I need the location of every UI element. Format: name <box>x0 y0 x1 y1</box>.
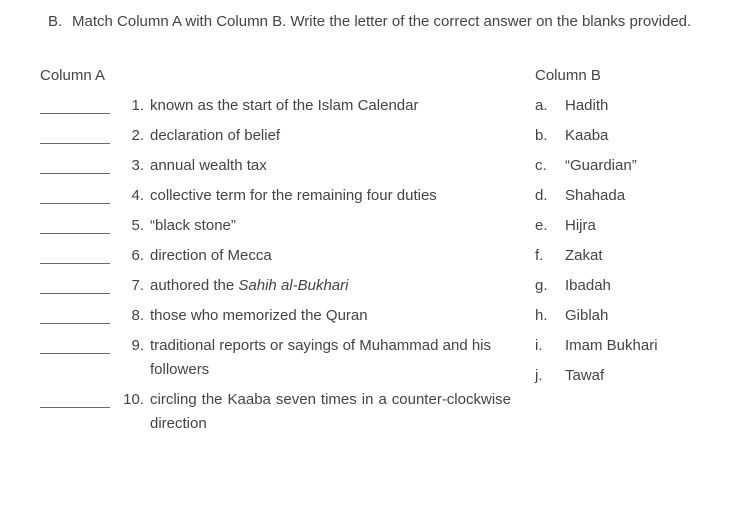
column-a-item: 9.traditional reports or sayings of Muha… <box>40 334 511 382</box>
answer-blank[interactable] <box>40 186 110 204</box>
answer-blank[interactable] <box>40 96 110 114</box>
column-a-item: 1.known as the start of the Islam Calend… <box>40 94 511 118</box>
item-number: 6. <box>122 244 144 268</box>
item-description: collective term for the remaining four d… <box>150 184 511 208</box>
item-description: declaration of belief <box>150 124 511 148</box>
item-term: Hijra <box>565 214 596 238</box>
item-description: those who memorized the Quran <box>150 304 511 328</box>
item-term: Shahada <box>565 184 625 208</box>
item-description: direction of Mecca <box>150 244 511 268</box>
column-a-item: 10. circling the Kaaba seven times in a c… <box>40 388 511 436</box>
column-b-title: Column B <box>535 64 707 88</box>
item-number: 1. <box>122 94 144 118</box>
item-number: 3. <box>122 154 144 178</box>
section-label: B. <box>48 10 72 34</box>
column-b-item: f. Zakat <box>535 244 707 268</box>
item-letter: d. <box>535 184 553 208</box>
column-b-list: a. Hadith b. Kaaba c. “Guardian” d. Shahada e. Hi… <box>535 94 707 388</box>
item-letter: j. <box>535 364 553 388</box>
column-a-title: Column A <box>40 64 511 88</box>
answer-blank[interactable] <box>40 306 110 324</box>
item-number: 5. <box>122 214 144 238</box>
answer-blank[interactable] <box>40 156 110 174</box>
answer-blank[interactable] <box>40 246 110 264</box>
item-term: Zakat <box>565 244 603 268</box>
item-number: 4. <box>122 184 144 208</box>
item-description: known as the start of the Islam Calendar <box>150 94 511 118</box>
item-term: Giblah <box>565 304 608 328</box>
answer-blank[interactable] <box>40 390 110 408</box>
item-description: annual wealth tax <box>150 154 511 178</box>
matching-columns: Column A 1.known as the start of the Isl… <box>40 64 707 442</box>
item-letter: i. <box>535 334 553 358</box>
column-a-item: 3.annual wealth tax <box>40 154 511 178</box>
column-a: Column A 1.known as the start of the Isl… <box>40 64 511 442</box>
column-a-item: 8.those who memorized the Quran <box>40 304 511 328</box>
item-term: “Guardian” <box>565 154 637 178</box>
column-a-item: 6.direction of Mecca <box>40 244 511 268</box>
column-b-item: a. Hadith <box>535 94 707 118</box>
item-number: 8. <box>122 304 144 328</box>
answer-blank[interactable] <box>40 126 110 144</box>
item-number: 7. <box>122 274 144 298</box>
item-letter: a. <box>535 94 553 118</box>
item-description: traditional reports or sayings of Muhamm… <box>150 334 511 382</box>
column-a-list: 1.known as the start of the Islam Calend… <box>40 94 511 436</box>
item-letter: b. <box>535 124 553 148</box>
column-a-item: 2.declaration of belief <box>40 124 511 148</box>
item-description: “black stone” <box>150 214 511 238</box>
column-b-item: e. Hijra <box>535 214 707 238</box>
column-b-item: b. Kaaba <box>535 124 707 148</box>
answer-blank[interactable] <box>40 276 110 294</box>
column-b-item: g. Ibadah <box>535 274 707 298</box>
answer-blank[interactable] <box>40 336 110 354</box>
item-term: Tawaf <box>565 364 604 388</box>
item-letter: f. <box>535 244 553 268</box>
section-header: B. Match Column A with Column B. Write t… <box>40 10 707 34</box>
item-letter: c. <box>535 154 553 178</box>
item-term: Imam Bukhari <box>565 334 658 358</box>
item-number: 2. <box>122 124 144 148</box>
item-text-italic: Sahih al-Bukhari <box>238 277 348 294</box>
column-a-item: 7.authored the Sahih al-Bukhari <box>40 274 511 298</box>
column-b-item: j. Tawaf <box>535 364 707 388</box>
item-letter: h. <box>535 304 553 328</box>
column-a-item: 5.“black stone” <box>40 214 511 238</box>
item-term: Ibadah <box>565 274 611 298</box>
answer-blank[interactable] <box>40 216 110 234</box>
item-letter: g. <box>535 274 553 298</box>
column-b-item: d. Shahada <box>535 184 707 208</box>
item-term: Kaaba <box>565 124 608 148</box>
item-number: 10. <box>122 388 144 436</box>
column-b: Column B a. Hadith b. Kaaba c. “Guardian” d. Sh… <box>535 64 707 442</box>
item-number: 9. <box>122 334 144 382</box>
item-letter: e. <box>535 214 553 238</box>
section-instructions: Match Column A with Column B. Write the … <box>72 10 707 34</box>
item-term: Hadith <box>565 94 608 118</box>
item-description: authored the Sahih al-Bukhari <box>150 274 511 298</box>
column-a-item: 4.collective term for the remaining four… <box>40 184 511 208</box>
column-b-item: i. Imam Bukhari <box>535 334 707 358</box>
column-b-item: c. “Guardian” <box>535 154 707 178</box>
item-description: circling the Kaaba seven times in a coun… <box>150 388 511 436</box>
item-text-prefix: authored the <box>150 277 238 294</box>
column-b-item: h. Giblah <box>535 304 707 328</box>
